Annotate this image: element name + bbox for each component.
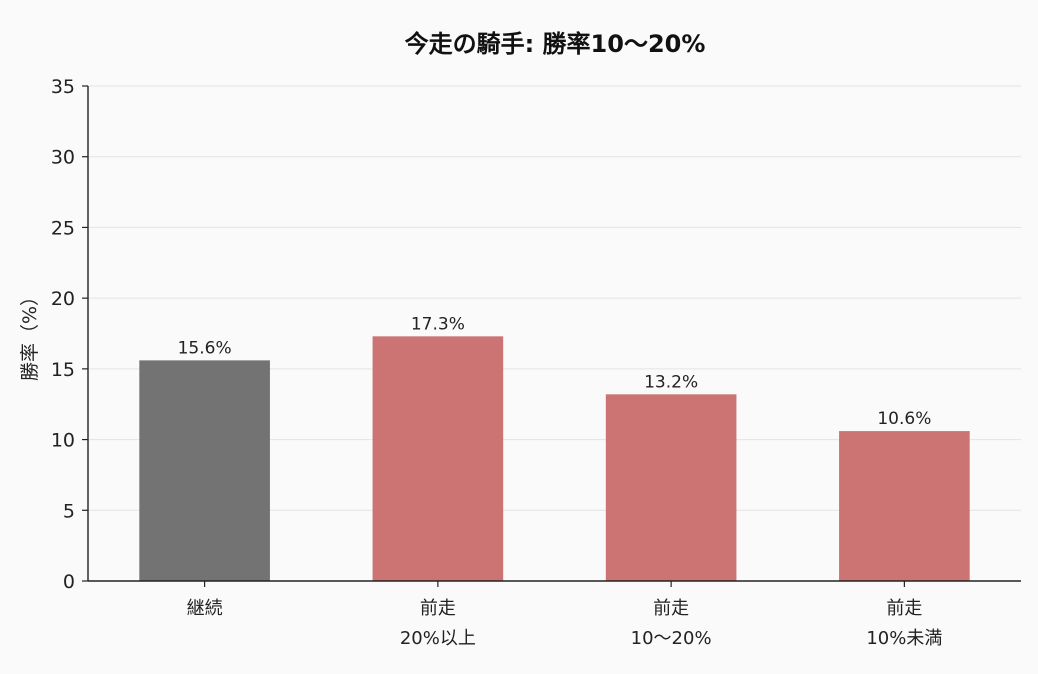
y-tick-label: 10 bbox=[51, 430, 75, 452]
y-tick-label: 5 bbox=[63, 500, 75, 522]
x-tick-label: 継続 bbox=[187, 598, 223, 619]
bar bbox=[605, 394, 737, 581]
x-axis-ticks: 継続 前走 20%以上 前走 10〜20% 前走 10%未満 bbox=[187, 581, 942, 649]
bar bbox=[839, 431, 970, 581]
y-tick-label: 20 bbox=[51, 288, 75, 310]
x-tick-label: 前走 bbox=[420, 598, 456, 619]
x-tick-label: 20%以上 bbox=[400, 628, 476, 649]
y-axis-ticks: 0 5 10 15 20 25 30 35 bbox=[51, 76, 88, 593]
x-tick-label: 前走 bbox=[886, 598, 922, 619]
bar-value-label: 10.6% bbox=[877, 409, 931, 429]
bar bbox=[139, 360, 270, 581]
chart-title: 今走の騎手: 勝率10〜20% bbox=[405, 30, 706, 58]
x-tick-label: 10%未満 bbox=[866, 628, 942, 649]
y-tick-label: 35 bbox=[51, 76, 75, 98]
bar-value-label: 17.3% bbox=[411, 314, 465, 334]
bar bbox=[372, 336, 504, 581]
y-axis-label: 勝率（%） bbox=[19, 287, 41, 381]
axes bbox=[87, 86, 1021, 582]
x-tick-label: 前走 bbox=[653, 598, 689, 619]
x-tick-label: 10〜20% bbox=[631, 628, 712, 649]
y-tick-label: 15 bbox=[51, 359, 75, 381]
y-tick-label: 25 bbox=[51, 217, 75, 239]
y-tick-label: 30 bbox=[51, 147, 75, 169]
bar-value-label: 13.2% bbox=[644, 372, 698, 392]
bars: 15.6% 17.3% 13.2% 10.6% bbox=[139, 314, 970, 581]
bar-value-label: 15.6% bbox=[178, 338, 232, 358]
y-tick-label: 0 bbox=[63, 571, 75, 593]
